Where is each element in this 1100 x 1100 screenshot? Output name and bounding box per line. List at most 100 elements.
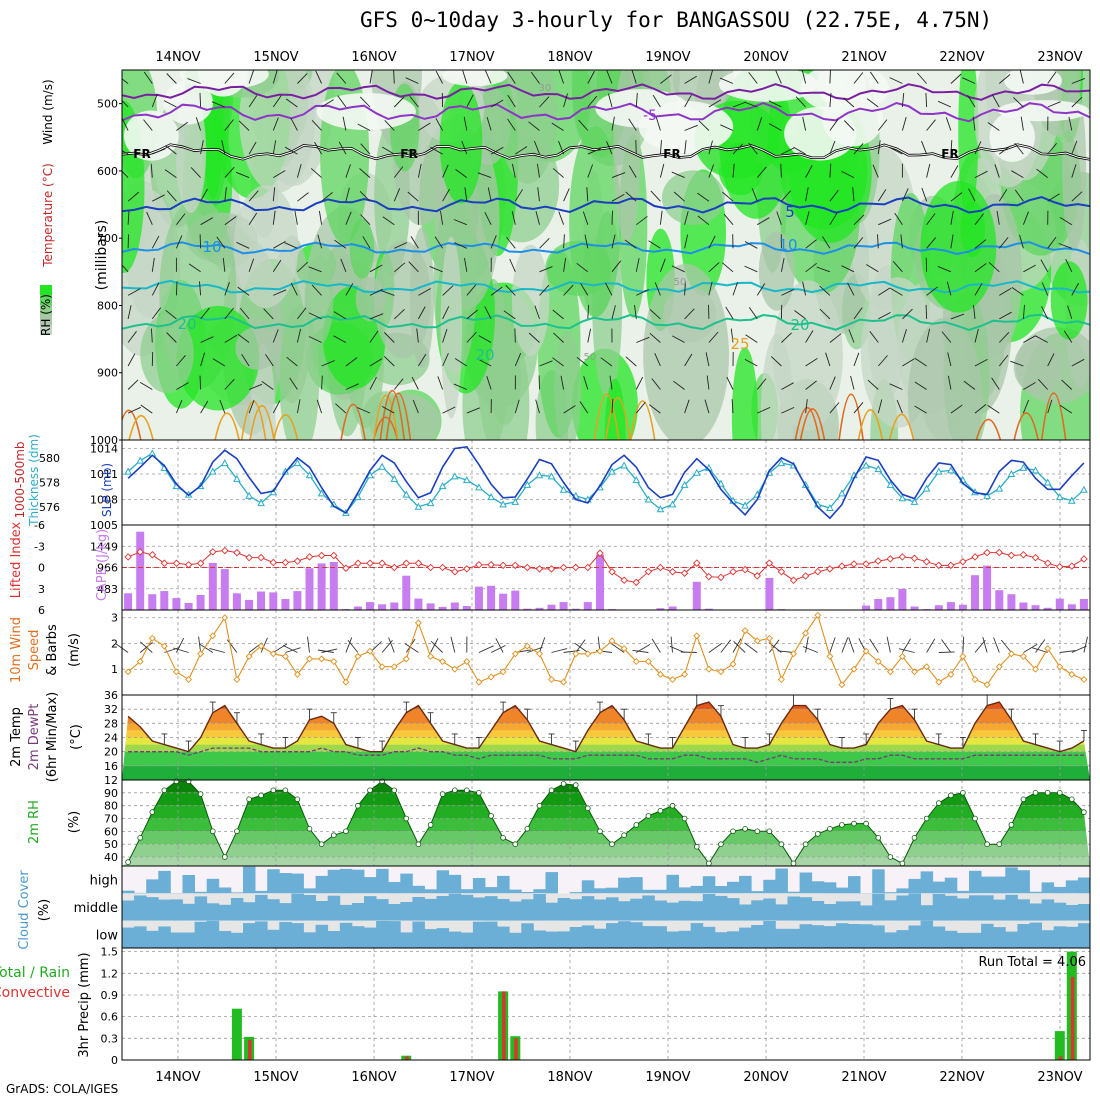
wind-barb [925, 304, 928, 319]
wind-barb [429, 265, 443, 273]
li-point [789, 576, 798, 584]
wind-barb [748, 72, 758, 84]
wind-barb [651, 378, 661, 390]
cape-bar [1019, 602, 1028, 610]
li-point [124, 553, 132, 561]
wind-speed-point [596, 647, 604, 655]
wind-barb [224, 307, 234, 320]
wind-speed-point [765, 634, 773, 642]
wind-speed-point [354, 652, 362, 660]
cloud-cell [569, 899, 583, 921]
wind-barb [902, 308, 913, 320]
wind-barb [321, 375, 323, 390]
wind-barb [315, 70, 323, 84]
cloud-cell [376, 921, 389, 948]
wind-barb [732, 163, 735, 178]
wind-barb [757, 217, 770, 226]
cloud-cell [739, 927, 752, 948]
cloud-cell [775, 928, 788, 948]
wind-barb [511, 210, 516, 225]
ylabel-li: Lifted Index [9, 521, 24, 598]
wind-barb [624, 239, 637, 249]
wind-barb [146, 211, 153, 225]
thickness-point [136, 456, 145, 464]
wind-barb [974, 359, 988, 367]
wind-barb [829, 333, 842, 343]
wind-speed-point [777, 676, 785, 683]
wind-barb [466, 284, 477, 296]
cloud-cell [763, 921, 776, 948]
cloud-cell [1065, 880, 1079, 894]
cloud-cell [134, 895, 147, 921]
rh-point [415, 841, 422, 847]
li-point [136, 548, 144, 556]
wind-barb [175, 235, 183, 249]
cloud-cell [255, 890, 268, 894]
thickness-point [620, 461, 628, 469]
wind-barb [224, 166, 235, 178]
wind-barb [143, 71, 153, 84]
wind-speed-point [536, 650, 543, 658]
cape-bar [523, 608, 532, 610]
thickness-point [1055, 493, 1064, 501]
wind-barb [311, 119, 322, 131]
warm-contour [838, 393, 864, 440]
ylabel-wind10m-2: Speed [27, 630, 42, 671]
wind-barb [310, 168, 322, 178]
wind-barb [1071, 282, 1079, 296]
wind-barb [802, 281, 807, 296]
wind-barb [273, 170, 286, 178]
wind-barb [558, 140, 565, 155]
wind-barb [435, 118, 443, 131]
wind-barb [552, 309, 564, 320]
wind-barb [127, 379, 139, 390]
wind-barb [947, 375, 952, 390]
cloud-cell [581, 880, 595, 894]
wind-barb [987, 405, 1000, 414]
cloud-cell [678, 900, 692, 921]
cloud-cell [1017, 924, 1030, 948]
rh-shade [920, 181, 997, 313]
li-point [1080, 555, 1088, 563]
wind-barb [1058, 243, 1072, 249]
wind-barb [1071, 140, 1078, 155]
wind-barb [294, 210, 298, 225]
wind-barb [152, 148, 166, 155]
rh-dry-patch [442, 70, 508, 87]
wind-barb [151, 307, 162, 320]
li-point [317, 551, 326, 560]
li-point [305, 553, 314, 561]
wind-barb [248, 190, 259, 202]
thickness-point [717, 479, 725, 487]
cape-bar [450, 602, 459, 610]
wind-barb [1063, 330, 1073, 343]
wind-barb [684, 94, 692, 108]
wind-barb [1071, 164, 1077, 178]
thickness-point [1007, 469, 1016, 477]
li-point [608, 567, 616, 576]
cloud-cell [690, 885, 704, 894]
wind-barb [697, 192, 710, 202]
wind-barb [187, 78, 201, 84]
wind-barb [485, 70, 492, 84]
cloud-cell [799, 872, 813, 894]
wind-barb [394, 242, 408, 249]
thickness-point [305, 471, 314, 479]
wind-barb [552, 357, 564, 367]
wind-barb [360, 143, 371, 155]
thickness-point [874, 465, 883, 473]
cloud-cell [291, 873, 304, 894]
wind-barb [316, 399, 323, 414]
cape-bar [898, 588, 907, 610]
cloud-cell [908, 893, 921, 921]
wind-barb [889, 383, 903, 390]
wind-speed-point [1007, 650, 1015, 658]
wind-speed-point [584, 650, 592, 658]
wind-barb [369, 313, 384, 320]
cape-bar [329, 562, 338, 610]
cloud-cell [908, 878, 921, 894]
thickness-point [995, 484, 1004, 492]
wind-barb [430, 146, 443, 155]
wind-bg [122, 610, 1090, 695]
cloud-cell [835, 901, 849, 921]
